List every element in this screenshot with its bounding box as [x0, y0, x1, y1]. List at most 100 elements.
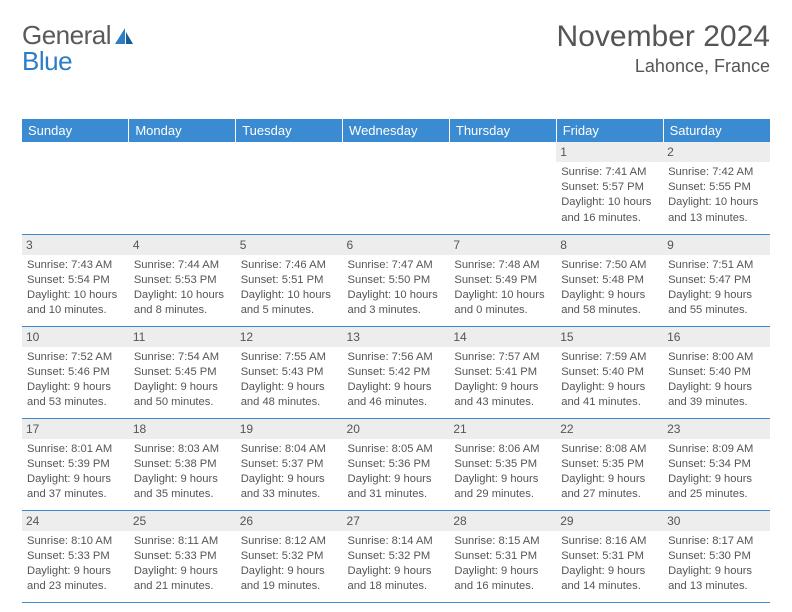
day-number: 28: [449, 511, 556, 531]
sunrise-text: Sunrise: 8:16 AM: [561, 534, 658, 549]
day-header: Tuesday: [236, 119, 343, 142]
day-number: 6: [343, 235, 450, 255]
day-header: Wednesday: [343, 119, 450, 142]
sunrise-text: Sunrise: 8:08 AM: [561, 442, 658, 457]
day-number: 12: [236, 327, 343, 347]
daylight-text: Daylight: 9 hours and 13 minutes.: [668, 564, 765, 594]
calendar-cell: 16Sunrise: 8:00 AMSunset: 5:40 PMDayligh…: [663, 326, 770, 418]
day-number: 19: [236, 419, 343, 439]
sunset-text: Sunset: 5:38 PM: [134, 457, 231, 472]
sunset-text: Sunset: 5:42 PM: [348, 365, 445, 380]
calendar-cell: [449, 142, 556, 234]
sunset-text: Sunset: 5:35 PM: [454, 457, 551, 472]
sunset-text: Sunset: 5:46 PM: [27, 365, 124, 380]
daylight-text: Daylight: 9 hours and 46 minutes.: [348, 380, 445, 410]
sunset-text: Sunset: 5:47 PM: [668, 273, 765, 288]
sunrise-text: Sunrise: 8:15 AM: [454, 534, 551, 549]
daylight-text: Daylight: 10 hours and 0 minutes.: [454, 288, 551, 318]
daylight-text: Daylight: 9 hours and 53 minutes.: [27, 380, 124, 410]
sunset-text: Sunset: 5:50 PM: [348, 273, 445, 288]
sunset-text: Sunset: 5:34 PM: [668, 457, 765, 472]
sunset-text: Sunset: 5:39 PM: [27, 457, 124, 472]
location: Lahonce, France: [557, 56, 770, 77]
sunrise-text: Sunrise: 7:43 AM: [27, 258, 124, 273]
day-number: 27: [343, 511, 450, 531]
daylight-text: Daylight: 10 hours and 16 minutes.: [561, 195, 658, 225]
sunset-text: Sunset: 5:53 PM: [134, 273, 231, 288]
sunset-text: Sunset: 5:33 PM: [27, 549, 124, 564]
calendar-row: 17Sunrise: 8:01 AMSunset: 5:39 PMDayligh…: [22, 418, 770, 510]
calendar-cell: 11 Sunrise: 7:54 AMSunset: 5:45 PMDayligh…: [129, 326, 236, 418]
logo-text-blue: Blue: [22, 46, 72, 77]
day-number: 23: [663, 419, 770, 439]
calendar-cell: 13Sunrise: 7:56 AMSunset: 5:42 PMDayligh…: [343, 326, 450, 418]
day-number: 21: [449, 419, 556, 439]
calendar-cell: [129, 142, 236, 234]
day-number: 25: [129, 511, 236, 531]
daylight-text: Daylight: 9 hours and 48 minutes.: [241, 380, 338, 410]
sunrise-text: Sunrise: 7:42 AM: [668, 165, 765, 180]
sunset-text: Sunset: 5:37 PM: [241, 457, 338, 472]
calendar-cell: 27Sunrise: 8:14 AMSunset: 5:32 PMDayligh…: [343, 510, 450, 602]
daylight-text: Daylight: 9 hours and 43 minutes.: [454, 380, 551, 410]
calendar-cell: 21Sunrise: 8:06 AMSunset: 5:35 PMDayligh…: [449, 418, 556, 510]
sunset-text: Sunset: 5:35 PM: [561, 457, 658, 472]
sunset-text: Sunset: 5:48 PM: [561, 273, 658, 288]
calendar-cell: 28 Sunrise: 8:15 AMSunset: 5:31 PMDayligh…: [449, 510, 556, 602]
daylight-text: Daylight: 10 hours and 13 minutes.: [668, 195, 765, 225]
calendar-cell: 25Sunrise: 8:11 AMSunset: 5:33 PMDayligh…: [129, 510, 236, 602]
daylight-text: Daylight: 10 hours and 5 minutes.: [241, 288, 338, 318]
sunset-text: Sunset: 5:32 PM: [241, 549, 338, 564]
daylight-text: Daylight: 9 hours and 29 minutes.: [454, 472, 551, 502]
sunset-text: Sunset: 5:45 PM: [134, 365, 231, 380]
daylight-text: Daylight: 9 hours and 50 minutes.: [134, 380, 231, 410]
daylight-text: Daylight: 9 hours and 31 minutes.: [348, 472, 445, 502]
sunset-text: Sunset: 5:31 PM: [454, 549, 551, 564]
calendar-cell: 12Sunrise: 7:55 AMSunset: 5:43 PMDayligh…: [236, 326, 343, 418]
day-number: 24: [22, 511, 129, 531]
daylight-text: Daylight: 9 hours and 16 minutes.: [454, 564, 551, 594]
calendar-cell: 30Sunrise: 8:17 AMSunset: 5:30 PMDayligh…: [663, 510, 770, 602]
day-number: 22: [556, 419, 663, 439]
day-header: Friday: [556, 119, 663, 142]
day-number: 5: [236, 235, 343, 255]
calendar-row: 24Sunrise: 8:10 AMSunset: 5:33 PMDayligh…: [22, 510, 770, 602]
sunrise-text: Sunrise: 8:00 AM: [668, 350, 765, 365]
sunset-text: Sunset: 5:40 PM: [668, 365, 765, 380]
calendar-row: 3Sunrise: 7:43 AMSunset: 5:54 PMDaylight…: [22, 234, 770, 326]
day-number: 11: [129, 327, 236, 347]
daylight-text: Daylight: 9 hours and 21 minutes.: [134, 564, 231, 594]
sunrise-text: Sunrise: 8:03 AM: [134, 442, 231, 457]
sunrise-text: Sunrise: 7:52 AM: [27, 350, 124, 365]
sunrise-text: Sunrise: 7:57 AM: [454, 350, 551, 365]
sunrise-text: Sunrise: 8:01 AM: [27, 442, 124, 457]
sunset-text: Sunset: 5:32 PM: [348, 549, 445, 564]
calendar-cell: 9Sunrise: 7:51 AMSunset: 5:47 PMDaylight…: [663, 234, 770, 326]
sunrise-text: Sunrise: 7:59 AM: [561, 350, 658, 365]
day-number: 7: [449, 235, 556, 255]
day-number: 13: [343, 327, 450, 347]
sunrise-text: Sunrise: 8:17 AM: [668, 534, 765, 549]
month-title: November 2024: [557, 20, 770, 54]
sunrise-text: Sunrise: 7:47 AM: [348, 258, 445, 273]
calendar-cell: [22, 142, 129, 234]
calendar-cell: [236, 142, 343, 234]
sunrise-text: Sunrise: 8:05 AM: [348, 442, 445, 457]
calendar-cell: 4Sunrise: 7:44 AMSunset: 5:53 PMDaylight…: [129, 234, 236, 326]
day-header-row: Sunday Monday Tuesday Wednesday Thursday…: [22, 119, 770, 142]
calendar-cell: 18Sunrise: 8:03 AMSunset: 5:38 PMDayligh…: [129, 418, 236, 510]
sunset-text: Sunset: 5:33 PM: [134, 549, 231, 564]
sunset-text: Sunset: 5:49 PM: [454, 273, 551, 288]
sunrise-text: Sunrise: 7:54 AM: [134, 350, 231, 365]
daylight-text: Daylight: 9 hours and 18 minutes.: [348, 564, 445, 594]
daylight-text: Daylight: 9 hours and 33 minutes.: [241, 472, 338, 502]
calendar-cell: 5Sunrise: 7:46 AMSunset: 5:51 PMDaylight…: [236, 234, 343, 326]
daylight-text: Daylight: 9 hours and 39 minutes.: [668, 380, 765, 410]
sunrise-text: Sunrise: 7:48 AM: [454, 258, 551, 273]
calendar-row: 1Sunrise: 7:41 AMSunset: 5:57 PMDaylight…: [22, 142, 770, 234]
daylight-text: Daylight: 9 hours and 55 minutes.: [668, 288, 765, 318]
day-number: 10: [22, 327, 129, 347]
calendar-cell: 26Sunrise: 8:12 AMSunset: 5:32 PMDayligh…: [236, 510, 343, 602]
day-number: 26: [236, 511, 343, 531]
daylight-text: Daylight: 10 hours and 3 minutes.: [348, 288, 445, 318]
